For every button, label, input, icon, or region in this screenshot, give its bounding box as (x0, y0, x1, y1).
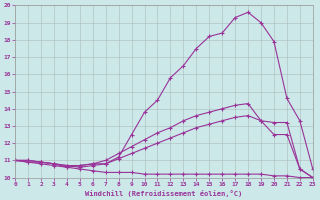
X-axis label: Windchill (Refroidissement éolien,°C): Windchill (Refroidissement éolien,°C) (85, 190, 243, 197)
